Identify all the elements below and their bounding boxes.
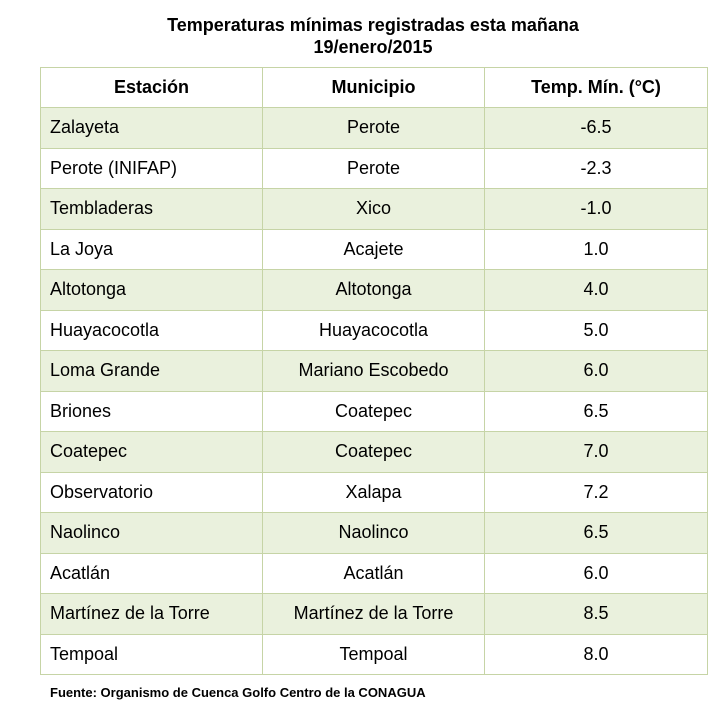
cell-station: Observatorio xyxy=(40,471,263,513)
cell-municipality: Acajete xyxy=(262,228,485,270)
title-line-2: 19/enero/2015 xyxy=(313,37,433,57)
cell-min-temp: 1.0 xyxy=(484,228,708,270)
table-row: Tempoal Tempoal 8.0 xyxy=(40,633,708,675)
cell-municipality: Altotonga xyxy=(262,269,485,311)
cell-municipality: Tempoal xyxy=(262,633,485,675)
table-row: Perote (INIFAP) Perote -2.3 xyxy=(40,147,708,189)
cell-municipality: Coatepec xyxy=(262,431,485,473)
cell-min-temp: 8.5 xyxy=(484,593,708,635)
table-row: Naolinco Naolinco 6.5 xyxy=(40,512,708,554)
cell-min-temp: 5.0 xyxy=(484,309,708,351)
cell-municipality: Mariano Escobedo xyxy=(262,350,485,392)
header-min-temp: Temp. Mín. (°C) xyxy=(484,67,708,108)
header-municipality: Municipio xyxy=(262,67,485,108)
table-row: Zalayeta Perote -6.5 xyxy=(40,107,708,149)
cell-min-temp: 8.0 xyxy=(484,633,708,675)
temperature-table-container: Estación Municipio Temp. Mín. (°C) Zalay… xyxy=(40,67,708,675)
cell-min-temp: -1.0 xyxy=(484,188,708,230)
table-row: La Joya Acajete 1.0 xyxy=(40,228,708,270)
source-note: Fuente: Organismo de Cuenca Golfo Centro… xyxy=(50,685,426,700)
table-row: Altotonga Altotonga 4.0 xyxy=(40,269,708,311)
cell-station: Martínez de la Torre xyxy=(40,593,263,635)
cell-station: Tembladeras xyxy=(40,188,263,230)
cell-station: La Joya xyxy=(40,228,263,270)
cell-min-temp: 7.0 xyxy=(484,431,708,473)
cell-station: Acatlán xyxy=(40,552,263,594)
cell-municipality: Coatepec xyxy=(262,390,485,432)
cell-municipality: Martínez de la Torre xyxy=(262,593,485,635)
table-row: Briones Coatepec 6.5 xyxy=(40,390,708,432)
cell-station: Zalayeta xyxy=(40,107,263,149)
table-row: Huayacocotla Huayacocotla 5.0 xyxy=(40,309,708,351)
table-header-row: Estación Municipio Temp. Mín. (°C) xyxy=(40,67,708,108)
table-row: Observatorio Xalapa 7.2 xyxy=(40,471,708,513)
cell-min-temp: 6.0 xyxy=(484,552,708,594)
page-title: Temperaturas mínimas registradas esta ma… xyxy=(0,14,728,58)
table-row: Tembladeras Xico -1.0 xyxy=(40,188,708,230)
cell-min-temp: 4.0 xyxy=(484,269,708,311)
temperature-table: Estación Municipio Temp. Mín. (°C) Zalay… xyxy=(40,67,708,675)
cell-municipality: Naolinco xyxy=(262,512,485,554)
cell-municipality: Acatlán xyxy=(262,552,485,594)
table-row: Martínez de la Torre Martínez de la Torr… xyxy=(40,593,708,635)
cell-municipality: Xalapa xyxy=(262,471,485,513)
cell-min-temp: 6.0 xyxy=(484,350,708,392)
table-row: Acatlán Acatlán 6.0 xyxy=(40,552,708,594)
table-row: Loma Grande Mariano Escobedo 6.0 xyxy=(40,350,708,392)
cell-station: Loma Grande xyxy=(40,350,263,392)
cell-municipality: Huayacocotla xyxy=(262,309,485,351)
header-station: Estación xyxy=(40,67,263,108)
cell-min-temp: 6.5 xyxy=(484,512,708,554)
cell-min-temp: -2.3 xyxy=(484,147,708,189)
cell-station: Perote (INIFAP) xyxy=(40,147,263,189)
cell-min-temp: 6.5 xyxy=(484,390,708,432)
cell-municipality: Xico xyxy=(262,188,485,230)
cell-station: Naolinco xyxy=(40,512,263,554)
title-line-1: Temperaturas mínimas registradas esta ma… xyxy=(167,15,579,35)
cell-min-temp: 7.2 xyxy=(484,471,708,513)
cell-station: Tempoal xyxy=(40,633,263,675)
cell-station: Coatepec xyxy=(40,431,263,473)
cell-municipality: Perote xyxy=(262,107,485,149)
cell-station: Briones xyxy=(40,390,263,432)
cell-station: Huayacocotla xyxy=(40,309,263,351)
cell-municipality: Perote xyxy=(262,147,485,189)
table-row: Coatepec Coatepec 7.0 xyxy=(40,431,708,473)
cell-min-temp: -6.5 xyxy=(484,107,708,149)
cell-station: Altotonga xyxy=(40,269,263,311)
